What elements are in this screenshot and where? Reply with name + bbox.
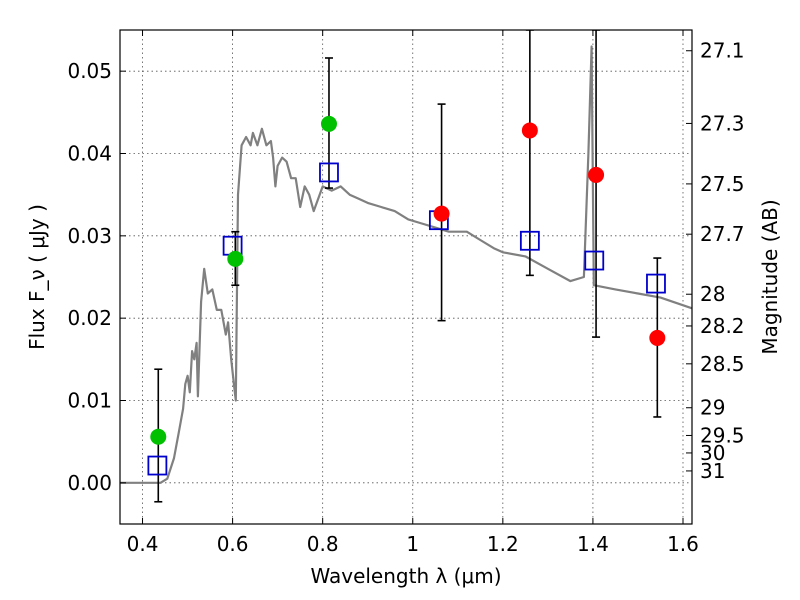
green-point	[150, 428, 167, 445]
axis-tick-labels: 0.4 0.6 0.8 1 1.2 1.4 1.6 0.00 0.01 0.02 0.03 0.04 0…	[67, 39, 744, 556]
x-tick-label: 1.4	[577, 532, 609, 556]
mag-tick-label: 27.5	[700, 172, 745, 196]
mag-tick-label: 31	[700, 459, 725, 483]
model-point-square	[319, 162, 339, 183]
green-point	[227, 250, 244, 267]
red-point	[521, 122, 538, 139]
x-tick-label: 0.4	[127, 532, 159, 556]
y-tick-label: 0.00	[67, 471, 112, 495]
red-point	[649, 329, 666, 346]
red-point	[433, 205, 450, 222]
y-tick-label: 0.05	[67, 59, 112, 83]
x-tick-label: 0.6	[217, 532, 249, 556]
model-point-square	[646, 273, 666, 294]
model-point-square	[147, 455, 168, 476]
mag-tick-label: 27.3	[700, 111, 745, 135]
red-point	[588, 166, 605, 183]
mag-tick-label: 28.5	[700, 352, 745, 376]
mag-tick-label: 29	[700, 396, 725, 420]
y-tick-label: 0.01	[67, 389, 112, 413]
mag-tick-label: 27.1	[700, 39, 745, 63]
model-sed-line	[120, 45, 692, 484]
model-point-square	[519, 230, 540, 251]
y-axis-label: Flux F_ν ( μJy )	[25, 204, 49, 350]
x-tick-label: 1.2	[487, 532, 519, 556]
green-point	[320, 115, 337, 132]
x-tick-label: 0.8	[307, 532, 339, 556]
y-tick-label: 0.04	[67, 142, 112, 166]
y-axis-label-right: Magnitude (AB)	[758, 199, 782, 354]
x-tick-label: 1.6	[667, 532, 699, 556]
plot-frame	[119, 29, 693, 525]
mag-tick-label: 30	[700, 441, 725, 465]
x-axis-label: Wavelength λ (μm)	[310, 564, 501, 588]
mag-tick-label: 28	[700, 282, 725, 306]
y-tick-label: 0.02	[67, 306, 112, 330]
y-tick-label: 0.03	[67, 224, 112, 248]
mag-tick-label: 29.5	[700, 423, 745, 447]
model-point-square	[584, 250, 605, 271]
x-tick-label: 1	[406, 532, 419, 556]
mag-tick-label: 27.7	[700, 222, 745, 246]
mag-tick-label: 28.2	[700, 314, 745, 338]
axis-ticks	[120, 30, 692, 524]
